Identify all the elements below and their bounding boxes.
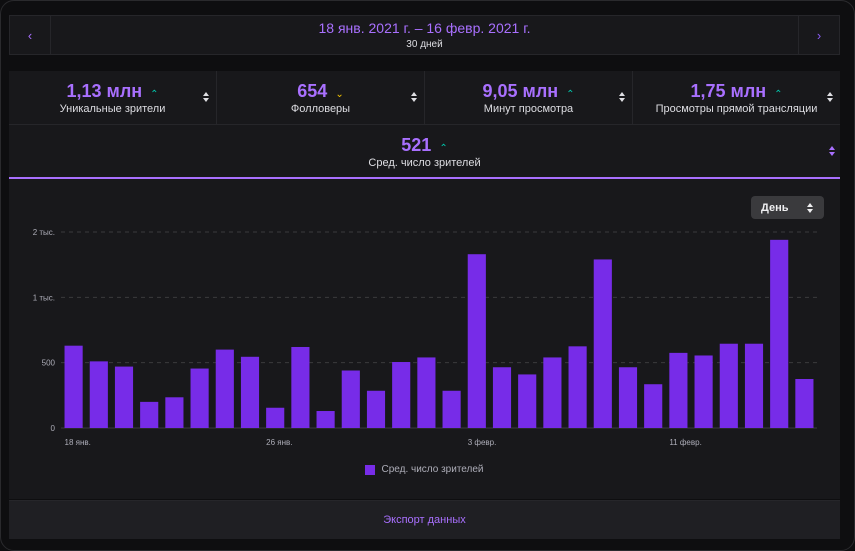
stat-value: 654 bbox=[297, 81, 328, 101]
bar bbox=[165, 397, 184, 428]
interval-select[interactable]: День bbox=[751, 196, 824, 219]
stat-card-unique-viewers[interactable]: 1,13 млн ⌃ Уникальные зрители bbox=[9, 71, 217, 124]
date-range-duration: 30 дней bbox=[406, 38, 443, 50]
bar bbox=[593, 259, 612, 428]
bar bbox=[770, 239, 789, 428]
bar bbox=[543, 357, 562, 428]
bar bbox=[744, 343, 764, 428]
bar bbox=[215, 349, 234, 428]
chevron-right-icon[interactable]: › bbox=[798, 16, 839, 54]
bar bbox=[618, 367, 638, 428]
sort-icon[interactable] bbox=[618, 90, 626, 104]
chevron-left-icon[interactable]: ‹ bbox=[10, 16, 51, 54]
y-tick-label: 0 bbox=[51, 424, 56, 433]
legend-label: Сред. число зрителей bbox=[381, 464, 484, 475]
bar bbox=[694, 355, 713, 428]
trend-up-icon: ⌃ bbox=[439, 142, 448, 154]
stat-card-minutes-watched[interactable]: 9,05 млн ⌃ Минут просмотра bbox=[425, 71, 633, 124]
x-tick-label: 26 янв. bbox=[266, 438, 292, 447]
sort-icon[interactable] bbox=[826, 90, 834, 104]
date-range-label: 18 янв. 2021 г. – 16 февр. 2021 г. bbox=[318, 19, 531, 36]
chart-legend[interactable]: Сред. число зрителей bbox=[9, 464, 840, 475]
stat-label: Фолловеры bbox=[290, 103, 351, 115]
selected-metric-card[interactable]: 521 ⌃ Сред. число зрителей bbox=[9, 125, 840, 179]
y-tick-label: 500 bbox=[42, 359, 56, 368]
bar bbox=[795, 379, 814, 428]
x-tick-label: 18 янв. bbox=[65, 438, 91, 447]
bar bbox=[467, 254, 486, 428]
x-tick-label: 3 февр. bbox=[468, 438, 497, 447]
trend-up-icon: ⌃ bbox=[566, 89, 575, 100]
chevron-updown-icon bbox=[806, 201, 814, 215]
stat-label: Просмотры прямой трансляции bbox=[655, 103, 818, 115]
selected-metric-label: Сред. число зрителей bbox=[368, 156, 481, 169]
stat-label: Уникальные зрители bbox=[59, 103, 166, 115]
bar bbox=[518, 374, 537, 428]
bar bbox=[669, 352, 688, 428]
bar-chart: 0 500 1 тыс. 2 тыс. 18 янв. 26 янв. 3 февр. 11 … bbox=[33, 228, 817, 447]
bar bbox=[316, 411, 335, 428]
bar bbox=[291, 346, 310, 428]
selected-metric-value: 521 bbox=[401, 134, 432, 155]
bar bbox=[89, 361, 108, 428]
chart-panel: День 0 500 1 тыс. 2 тыс. 18 янв. 26 янв. 3 фев… bbox=[9, 179, 840, 499]
trend-up-icon: ⌃ bbox=[150, 89, 159, 100]
bar bbox=[442, 390, 461, 428]
bar bbox=[644, 384, 663, 428]
trend-down-icon: ⌄ bbox=[335, 89, 344, 100]
stat-value: 9,05 млн bbox=[482, 81, 559, 101]
y-tick-label: 1 тыс. bbox=[33, 293, 55, 302]
stat-value: 1,13 млн bbox=[66, 81, 143, 101]
bar bbox=[492, 367, 512, 428]
x-tick-label: 11 февр. bbox=[669, 438, 701, 447]
bar bbox=[266, 407, 285, 428]
sort-icon[interactable] bbox=[828, 144, 836, 158]
date-range-display[interactable]: 18 янв. 2021 г. – 16 февр. 2021 г. 30 дн… bbox=[50, 16, 799, 54]
stat-label: Минут просмотра bbox=[483, 103, 574, 115]
y-tick-label: 2 тыс. bbox=[33, 228, 55, 237]
sort-icon[interactable] bbox=[410, 90, 418, 104]
stats-row: 1,13 млн ⌃ Уникальные зрители 654 ⌄ Фолл… bbox=[9, 71, 840, 125]
bar bbox=[240, 356, 260, 428]
bar bbox=[114, 366, 134, 428]
bar bbox=[568, 346, 587, 428]
export-data-link[interactable]: Экспорт данных bbox=[383, 514, 466, 526]
legend-swatch bbox=[365, 464, 376, 475]
bar bbox=[366, 390, 386, 428]
bar bbox=[341, 370, 360, 428]
bar bbox=[719, 343, 738, 428]
date-range-bar: ‹ 18 янв. 2021 г. – 16 февр. 2021 г. 30 … bbox=[9, 15, 840, 55]
bar bbox=[190, 368, 209, 428]
bar bbox=[140, 401, 159, 428]
sort-icon[interactable] bbox=[202, 90, 210, 104]
bar bbox=[392, 362, 411, 428]
trend-up-icon: ⌃ bbox=[774, 89, 783, 100]
bar bbox=[417, 357, 436, 428]
stat-card-live-views[interactable]: 1,75 млн ⌃ Просмотры прямой трансляции bbox=[633, 71, 840, 124]
stat-card-followers[interactable]: 654 ⌄ Фолловеры bbox=[217, 71, 425, 124]
export-bar: Экспорт данных bbox=[9, 500, 840, 539]
interval-select-value: День bbox=[761, 201, 789, 214]
stat-value: 1,75 млн bbox=[690, 81, 767, 101]
bar bbox=[64, 345, 83, 428]
